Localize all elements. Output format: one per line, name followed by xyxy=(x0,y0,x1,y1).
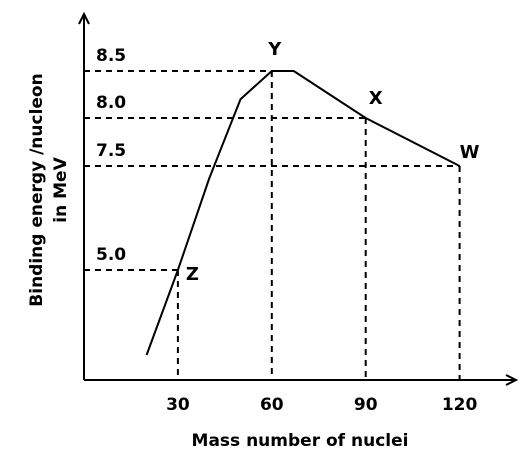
y-tick-7-5: 7.5 xyxy=(96,141,126,161)
point-label-y: Y xyxy=(267,39,282,60)
y-axis-title-line2: in MeV xyxy=(51,156,71,222)
point-label-z: Z xyxy=(186,264,199,285)
y-tick-8-5: 8.5 xyxy=(96,46,126,66)
y-tick-5-0: 5.0 xyxy=(96,245,126,265)
y-tick-8-0: 8.0 xyxy=(96,93,126,113)
y-axis-title-line1: Binding energy /nucleon xyxy=(27,73,47,306)
x-axis-title: Mass number of nuclei xyxy=(192,431,409,451)
point-label-w: W xyxy=(460,142,480,163)
x-tick-90: 90 xyxy=(354,395,378,415)
point-label-x: X xyxy=(369,88,383,109)
x-tick-30: 30 xyxy=(166,395,190,415)
x-axis-arrow xyxy=(505,374,519,386)
x-tick-60: 60 xyxy=(260,395,284,415)
binding-energy-curve xyxy=(145,70,461,356)
x-tick-120: 120 xyxy=(442,395,478,415)
y-axis-arrow xyxy=(78,11,90,25)
